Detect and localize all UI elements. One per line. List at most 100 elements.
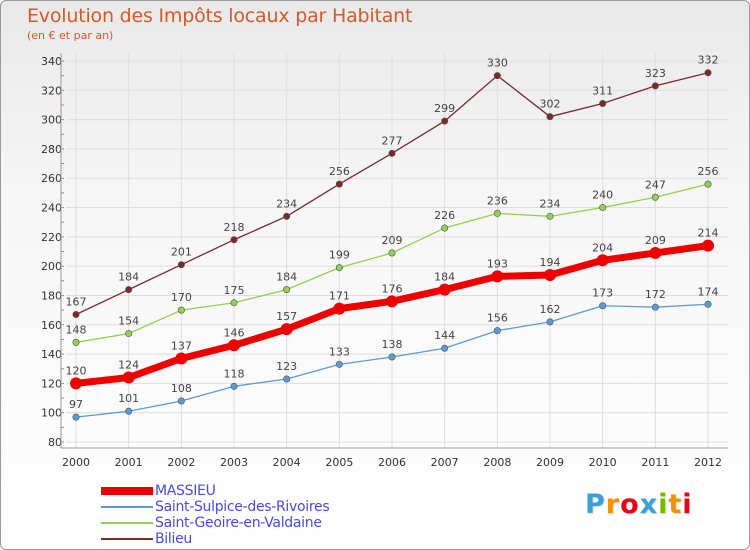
data-label: 214 <box>698 227 719 240</box>
x-tick-label: 2003 <box>220 456 248 469</box>
data-point <box>441 224 449 232</box>
data-point <box>651 303 659 311</box>
data-point <box>175 352 188 365</box>
data-label: 323 <box>645 67 666 80</box>
y-tick-label: 160 <box>41 319 62 332</box>
data-point <box>493 327 501 335</box>
x-tick-label: 2007 <box>431 456 459 469</box>
proxiti-logo: Proxiti <box>585 489 693 520</box>
x-tick-label: 2001 <box>115 456 143 469</box>
data-label: 148 <box>66 323 87 336</box>
data-label: 330 <box>487 57 508 70</box>
data-point <box>177 306 185 314</box>
data-label: 193 <box>487 257 508 270</box>
data-point <box>335 180 343 188</box>
data-point <box>72 311 80 319</box>
data-label: 97 <box>69 398 83 411</box>
legend-label: Saint-Geoire-en-Valdaine <box>155 515 322 531</box>
data-label: 302 <box>540 98 561 111</box>
x-tick-label: 2009 <box>536 456 564 469</box>
data-label: 171 <box>329 290 350 303</box>
data-point <box>493 72 501 80</box>
data-label: 167 <box>66 296 87 309</box>
data-label: 172 <box>645 288 666 301</box>
data-label: 108 <box>171 382 192 395</box>
data-point <box>649 246 662 259</box>
x-tick-label: 2000 <box>62 456 90 469</box>
legend-swatch <box>101 506 153 508</box>
data-point <box>651 82 659 90</box>
x-tick-label: 2006 <box>378 456 406 469</box>
y-tick-label: 260 <box>41 172 62 185</box>
y-tick-label: 80 <box>48 436 62 449</box>
x-tick-label: 2010 <box>589 456 617 469</box>
data-label: 256 <box>329 165 350 178</box>
data-label: 174 <box>698 285 719 298</box>
data-point <box>72 338 80 346</box>
data-point <box>704 300 712 308</box>
data-point <box>177 397 185 405</box>
data-label: 184 <box>118 271 139 284</box>
data-label: 277 <box>382 134 403 147</box>
data-label: 194 <box>540 256 561 269</box>
data-point <box>283 286 291 294</box>
y-tick-label: 200 <box>41 260 62 273</box>
logo-letter: i <box>658 489 669 520</box>
data-label: 201 <box>171 246 192 259</box>
logo-letter: P <box>585 489 606 520</box>
data-label: 240 <box>592 189 613 202</box>
data-point <box>388 353 396 361</box>
data-point <box>125 407 133 415</box>
chart-subtitle: (en € et par an) <box>27 29 114 42</box>
data-label: 234 <box>540 197 561 210</box>
data-point <box>230 236 238 244</box>
data-point <box>704 180 712 188</box>
y-tick-label: 140 <box>41 348 62 361</box>
data-point <box>177 261 185 269</box>
data-label: 120 <box>66 364 87 377</box>
data-label: 133 <box>329 345 350 358</box>
data-label: 218 <box>224 221 245 234</box>
data-label: 157 <box>276 310 297 323</box>
data-point <box>702 239 714 252</box>
chart-title: Evolution des Impôts locaux par Habitant <box>27 5 413 27</box>
data-point <box>230 382 238 390</box>
data-point <box>72 413 80 421</box>
data-point <box>333 302 346 315</box>
data-point <box>335 264 343 272</box>
data-label: 118 <box>224 367 245 380</box>
data-label: 101 <box>118 392 139 405</box>
data-label: 226 <box>434 209 455 222</box>
y-tick-label: 340 <box>41 55 62 68</box>
logo-letter: o <box>620 489 640 520</box>
data-label: 173 <box>592 287 613 300</box>
data-point <box>335 360 343 368</box>
data-label: 247 <box>645 178 666 191</box>
data-point <box>546 212 554 220</box>
data-point <box>122 371 135 384</box>
logo-letter: r <box>605 489 621 520</box>
x-tick-label: 2012 <box>694 456 722 469</box>
data-point <box>596 254 609 267</box>
data-point <box>283 212 291 220</box>
data-point <box>70 377 82 390</box>
y-tick-label: 120 <box>41 377 62 390</box>
data-point <box>599 204 607 212</box>
data-label: 299 <box>434 102 455 115</box>
x-tick-label: 2005 <box>325 456 353 469</box>
data-label: 199 <box>329 249 350 262</box>
x-tick-label: 2011 <box>641 456 669 469</box>
data-point <box>704 69 712 77</box>
data-label: 138 <box>382 338 403 351</box>
data-point <box>125 330 133 338</box>
data-point <box>441 117 449 125</box>
legend-swatch <box>101 487 153 495</box>
legend-swatch <box>101 522 153 524</box>
data-label: 234 <box>276 197 297 210</box>
logo-letter: i <box>682 489 693 520</box>
data-label: 170 <box>171 291 192 304</box>
data-point <box>386 295 398 308</box>
data-label: 124 <box>118 359 139 372</box>
